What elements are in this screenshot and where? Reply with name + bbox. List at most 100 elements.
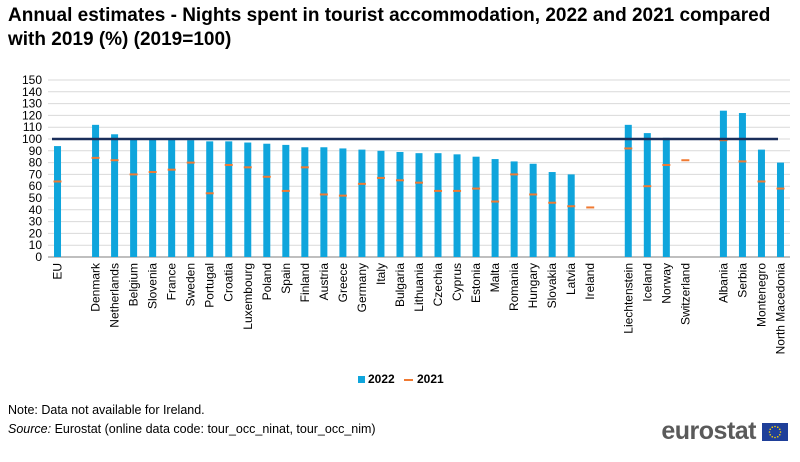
marker-2021 <box>662 163 671 166</box>
eurostat-logo: eurostat <box>661 417 788 446</box>
marker-2021 <box>186 161 195 164</box>
source-text: Eurostat (online data code: tour_occ_nin… <box>51 422 376 436</box>
y-tick-label: 140 <box>22 85 42 99</box>
x-tick-label: Czechia <box>431 263 445 307</box>
y-tick-label: 70 <box>29 167 43 181</box>
x-tick-label: Lithuania <box>412 263 426 312</box>
y-tick-label: 100 <box>22 132 42 146</box>
x-tick-label: Italy <box>374 263 388 285</box>
legend-swatch-2022 <box>358 376 365 383</box>
bar-2022 <box>396 151 404 257</box>
x-tick-label: Luxembourg <box>241 263 255 330</box>
marker-2021 <box>776 187 785 190</box>
flag-star <box>779 430 782 433</box>
x-tick-label: Croatia <box>222 263 236 302</box>
marker-2021 <box>624 147 633 150</box>
bar-2022 <box>206 141 214 257</box>
markers-2021 <box>53 139 785 209</box>
marker-2021 <box>91 156 100 159</box>
source-label: Source: <box>8 422 52 436</box>
x-tick-label: Belgium <box>127 263 141 306</box>
bar-2022 <box>662 137 670 257</box>
flag-star <box>776 425 779 428</box>
x-tick-label: Latvia <box>564 263 578 295</box>
bar-2022 <box>434 153 442 257</box>
marker-2021 <box>567 205 576 208</box>
bar-2022 <box>377 150 385 257</box>
y-tick-label: 20 <box>29 226 43 240</box>
x-tick-label: Switzerland <box>678 263 692 325</box>
marker-2021 <box>395 179 404 182</box>
bar-2022 <box>358 149 366 257</box>
x-tick-label: Slovakia <box>545 263 559 309</box>
flag-star <box>774 425 776 427</box>
marker-2021 <box>415 181 423 184</box>
x-tick-label: Iceland <box>640 263 654 302</box>
bar-2022 <box>548 172 556 257</box>
marker-2021 <box>262 175 271 178</box>
x-tick-label: Estonia <box>469 263 483 303</box>
marker-2021 <box>453 189 462 192</box>
marker-2021 <box>357 182 366 185</box>
bar-2022 <box>567 174 575 257</box>
chart-title: Annual estimates - Nights spent in touri… <box>8 5 771 50</box>
y-tick-label: 90 <box>29 144 43 158</box>
flag-star <box>778 427 781 430</box>
bar-2022 <box>757 149 765 257</box>
marker-2021 <box>338 194 347 197</box>
x-tick-label: Malta <box>488 263 502 293</box>
x-tick-label: Serbia <box>735 263 749 298</box>
x-axis-labels: EU Denmark Netherlands Belgium Slovenia Franc… <box>51 262 788 354</box>
bar-2022 <box>339 148 347 257</box>
flag-star <box>771 425 774 428</box>
marker-2021 <box>300 166 309 169</box>
y-tick-label: 40 <box>29 203 43 217</box>
marker-2021 <box>529 193 538 196</box>
marker-2021 <box>643 185 652 188</box>
marker-2021 <box>738 160 747 163</box>
marker-2021 <box>281 189 290 192</box>
legend-label-2022: 2022 <box>368 372 395 386</box>
x-tick-label: Ireland <box>583 263 597 300</box>
y-tick-label: 110 <box>23 120 42 134</box>
bars-2022 <box>54 110 784 258</box>
bar-2022 <box>472 156 480 257</box>
x-tick-label: Germany <box>355 263 369 312</box>
marker-2021 <box>757 180 766 183</box>
bar-2022 <box>301 147 309 257</box>
x-tick-label: Greece <box>336 263 350 303</box>
y-tick-label: 130 <box>22 97 42 111</box>
legend-label-2021: 2021 <box>417 372 444 386</box>
marker-2021 <box>681 159 690 162</box>
marker-2021 <box>510 173 519 176</box>
marker-2021 <box>243 166 252 169</box>
x-tick-label: EU <box>51 263 65 280</box>
logo-text: eurostat <box>661 417 756 445</box>
marker-2021 <box>319 193 328 196</box>
flag-star <box>769 427 772 430</box>
x-tick-label: Portugal <box>203 263 217 308</box>
x-tick-label: Albania <box>716 263 730 303</box>
y-tick-label: 10 <box>29 238 43 252</box>
y-tick-label: 150 <box>22 73 42 87</box>
x-tick-label: Sweden <box>184 263 198 306</box>
bar-2022 <box>168 139 176 257</box>
x-tick-label: France <box>165 263 179 301</box>
x-tick-label: Montenegro <box>754 263 768 327</box>
bar-2022 <box>643 133 651 257</box>
bar-2022 <box>282 144 290 257</box>
x-tick-label: Cyprus <box>450 263 464 301</box>
y-tick-label: 80 <box>29 156 43 170</box>
flag-star <box>768 430 771 433</box>
x-tick-label: Hungary <box>526 263 540 308</box>
bar-2022 <box>776 162 784 257</box>
y-tick-label: 50 <box>29 191 43 205</box>
x-tick-label: Finland <box>298 263 312 302</box>
x-tick-label: Bulgaria <box>393 263 407 307</box>
footnote: Note: Data not available for Ireland. <box>8 403 205 417</box>
x-tick-label: Spain <box>279 263 293 294</box>
x-tick-label: North Macedonia <box>773 263 787 355</box>
bar-2022 <box>244 142 252 257</box>
bar-2022 <box>225 141 233 257</box>
